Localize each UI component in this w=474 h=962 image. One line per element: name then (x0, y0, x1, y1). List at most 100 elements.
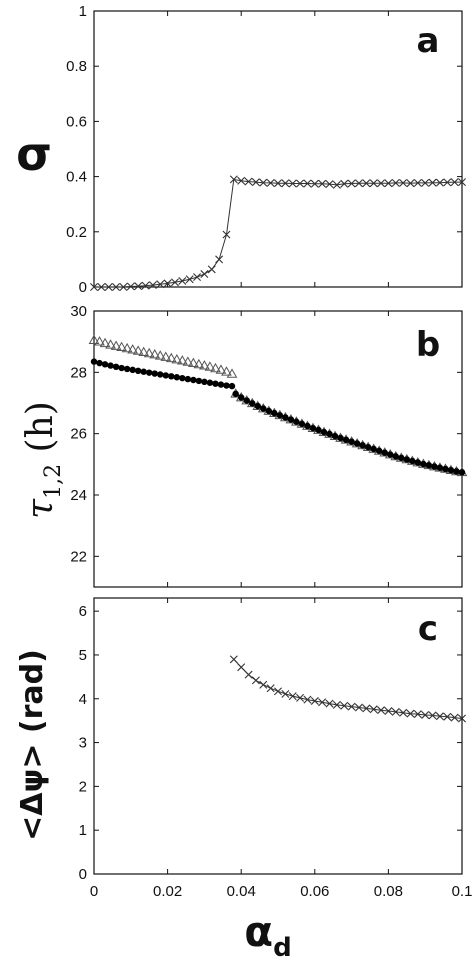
panel-b-series-3-point (320, 428, 328, 436)
panel-c-series-0-point (391, 707, 400, 716)
panel-b-series-3-point (282, 414, 289, 421)
panel-a-ytick-label: 0.6 (66, 113, 87, 130)
x-tick-label: 0.02 (153, 883, 182, 900)
panel-b-series-3-point (276, 412, 284, 419)
panel-a-series-0-point (443, 178, 452, 187)
panel-b-series-1-point (96, 359, 103, 367)
panel-b-plot (88, 334, 468, 477)
panel-a-series-0-point (193, 273, 202, 282)
panel-a-ytick-label: 0 (79, 279, 87, 296)
panel-b-series-3-point (431, 463, 438, 470)
panel-a-series-0-point (450, 178, 459, 187)
panel-c-series-0-point (347, 702, 356, 711)
panel-b-series-3-point (304, 422, 311, 430)
panel-a-series-0-point (185, 275, 194, 284)
panel-b-series-1-point (195, 377, 203, 385)
panel-a-series-0-point (200, 270, 209, 279)
panel-b-series-0-point (99, 337, 111, 348)
panel-b-series-1-point (162, 372, 169, 379)
panel-a-series-0-point (112, 283, 121, 291)
panel-a-series-0-point (413, 178, 422, 187)
panel-b-series-3-point (353, 440, 361, 447)
x-tick-label: 0 (90, 883, 98, 900)
panel-b-series-0-point (210, 362, 221, 373)
panel-c-frame (93, 597, 463, 875)
panel-b-series-3-point (387, 451, 394, 458)
x-axis-label-sub: d (273, 933, 292, 962)
panel-a-series-0-point (296, 179, 305, 188)
panel-b-series-0-point (176, 355, 188, 365)
panel-c: 0 1 2 3 4 5 6 0 0.02 0.04 0.06 0.08 0.1 c <Δψ> (rad… (15, 597, 473, 900)
panel-b-series-0-point (110, 340, 122, 350)
panel-a-series-0-point (391, 178, 400, 187)
panel-b-series-1-point (123, 365, 131, 373)
panel-b-series-1-point (184, 375, 192, 383)
panel-c-series-0-point (274, 687, 282, 696)
panel-b-series-3-point (342, 436, 350, 443)
panel-b-series-3-point (337, 434, 344, 442)
panel-c-ytick-label: 1 (79, 822, 87, 839)
panel-a-series-0-point (369, 179, 378, 188)
x-tick-label: 0.1 (452, 883, 473, 900)
panel-a-series-0-point (318, 179, 327, 188)
panel-b-series-3-point (287, 416, 295, 423)
panel-a-series-0-point (340, 179, 349, 188)
panel-b-series-1-point (112, 363, 120, 371)
panel-a-series-0-point (458, 178, 466, 187)
panel-a-series-0-point (310, 179, 319, 188)
panel-b-series-1-point (206, 379, 214, 386)
panel-a: 0 0.2 0.4 0.6 0.8 1 a σ (16, 3, 466, 296)
panel-b-series-3-point (425, 462, 433, 469)
panel-b-series-3-point (348, 438, 355, 445)
panel-c-series-0-point (259, 680, 268, 689)
panel-a-yticks: 0 0.2 0.4 0.6 0.8 1 (66, 3, 462, 296)
panel-b-series-3-point (403, 456, 410, 463)
panel-a-series-0-point (281, 179, 290, 188)
panel-c-series-0-point (384, 707, 393, 716)
panel-c-series-0-point (288, 692, 297, 701)
panel-b-series-3-point (309, 424, 317, 432)
panel-b-series-1-point (190, 376, 197, 384)
panel-c-ytick-label: 3 (79, 735, 87, 752)
panel-c-series-0-point (406, 709, 415, 718)
panel-b-series-1-point (101, 361, 109, 368)
panel-a-series-0-point (97, 283, 106, 291)
panel-b-ytick-label: 22 (70, 548, 87, 565)
panel-c-xticks: 0 0.02 0.04 0.06 0.08 0.1 (90, 598, 473, 900)
panel-b-ylabel-sub: 1,2 (41, 464, 66, 499)
panel-a-series-0-point (354, 179, 363, 188)
panel-b-series-0-point (121, 342, 133, 353)
panel-b-series-0-point (143, 347, 155, 358)
panel-a-series-0-point (178, 276, 187, 285)
panel-b-series-3-point (298, 420, 306, 428)
panel-b-series-3-point (376, 447, 383, 455)
panel-a-series-0-point (435, 178, 444, 187)
panel-c-series-0-point (281, 689, 290, 698)
panel-b-series-1-point (129, 366, 136, 374)
panel-b-series-3-point (414, 459, 422, 466)
panel-c-yticks: 0 1 2 3 4 5 6 (79, 603, 462, 883)
panel-b-series-0-point (132, 345, 144, 355)
panel-a-series-0-point (274, 179, 282, 188)
panel-a-series-0-point (141, 281, 150, 290)
panel-a-series-0-point (325, 180, 334, 189)
panel-c-series-0-point (443, 712, 452, 721)
panel-b-series-1-point (223, 382, 230, 389)
panel-b-series-3-point (254, 402, 261, 410)
panel-a-series-0-point (126, 282, 135, 291)
panel-b-series-1-point (151, 370, 158, 377)
panel-b-series-1-point (140, 368, 147, 375)
panel-b-ytick-label: 28 (70, 364, 87, 381)
panel-c-series-0-point (369, 705, 378, 714)
x-axis-label-main: α (244, 907, 273, 956)
panel-c-series-0-point (237, 663, 246, 672)
panel-c-series-0-point (362, 704, 371, 713)
panel-b-series-3-point (293, 418, 300, 425)
panel-b-ytick-label: 24 (70, 487, 87, 504)
x-axis-label: αd (244, 907, 291, 962)
panel-a-series-0-point (170, 278, 179, 287)
panel-b-series-0-point (105, 339, 116, 349)
panel-b-series-3-point (238, 394, 245, 401)
panel-b-ylabel-main: τ (20, 498, 61, 519)
